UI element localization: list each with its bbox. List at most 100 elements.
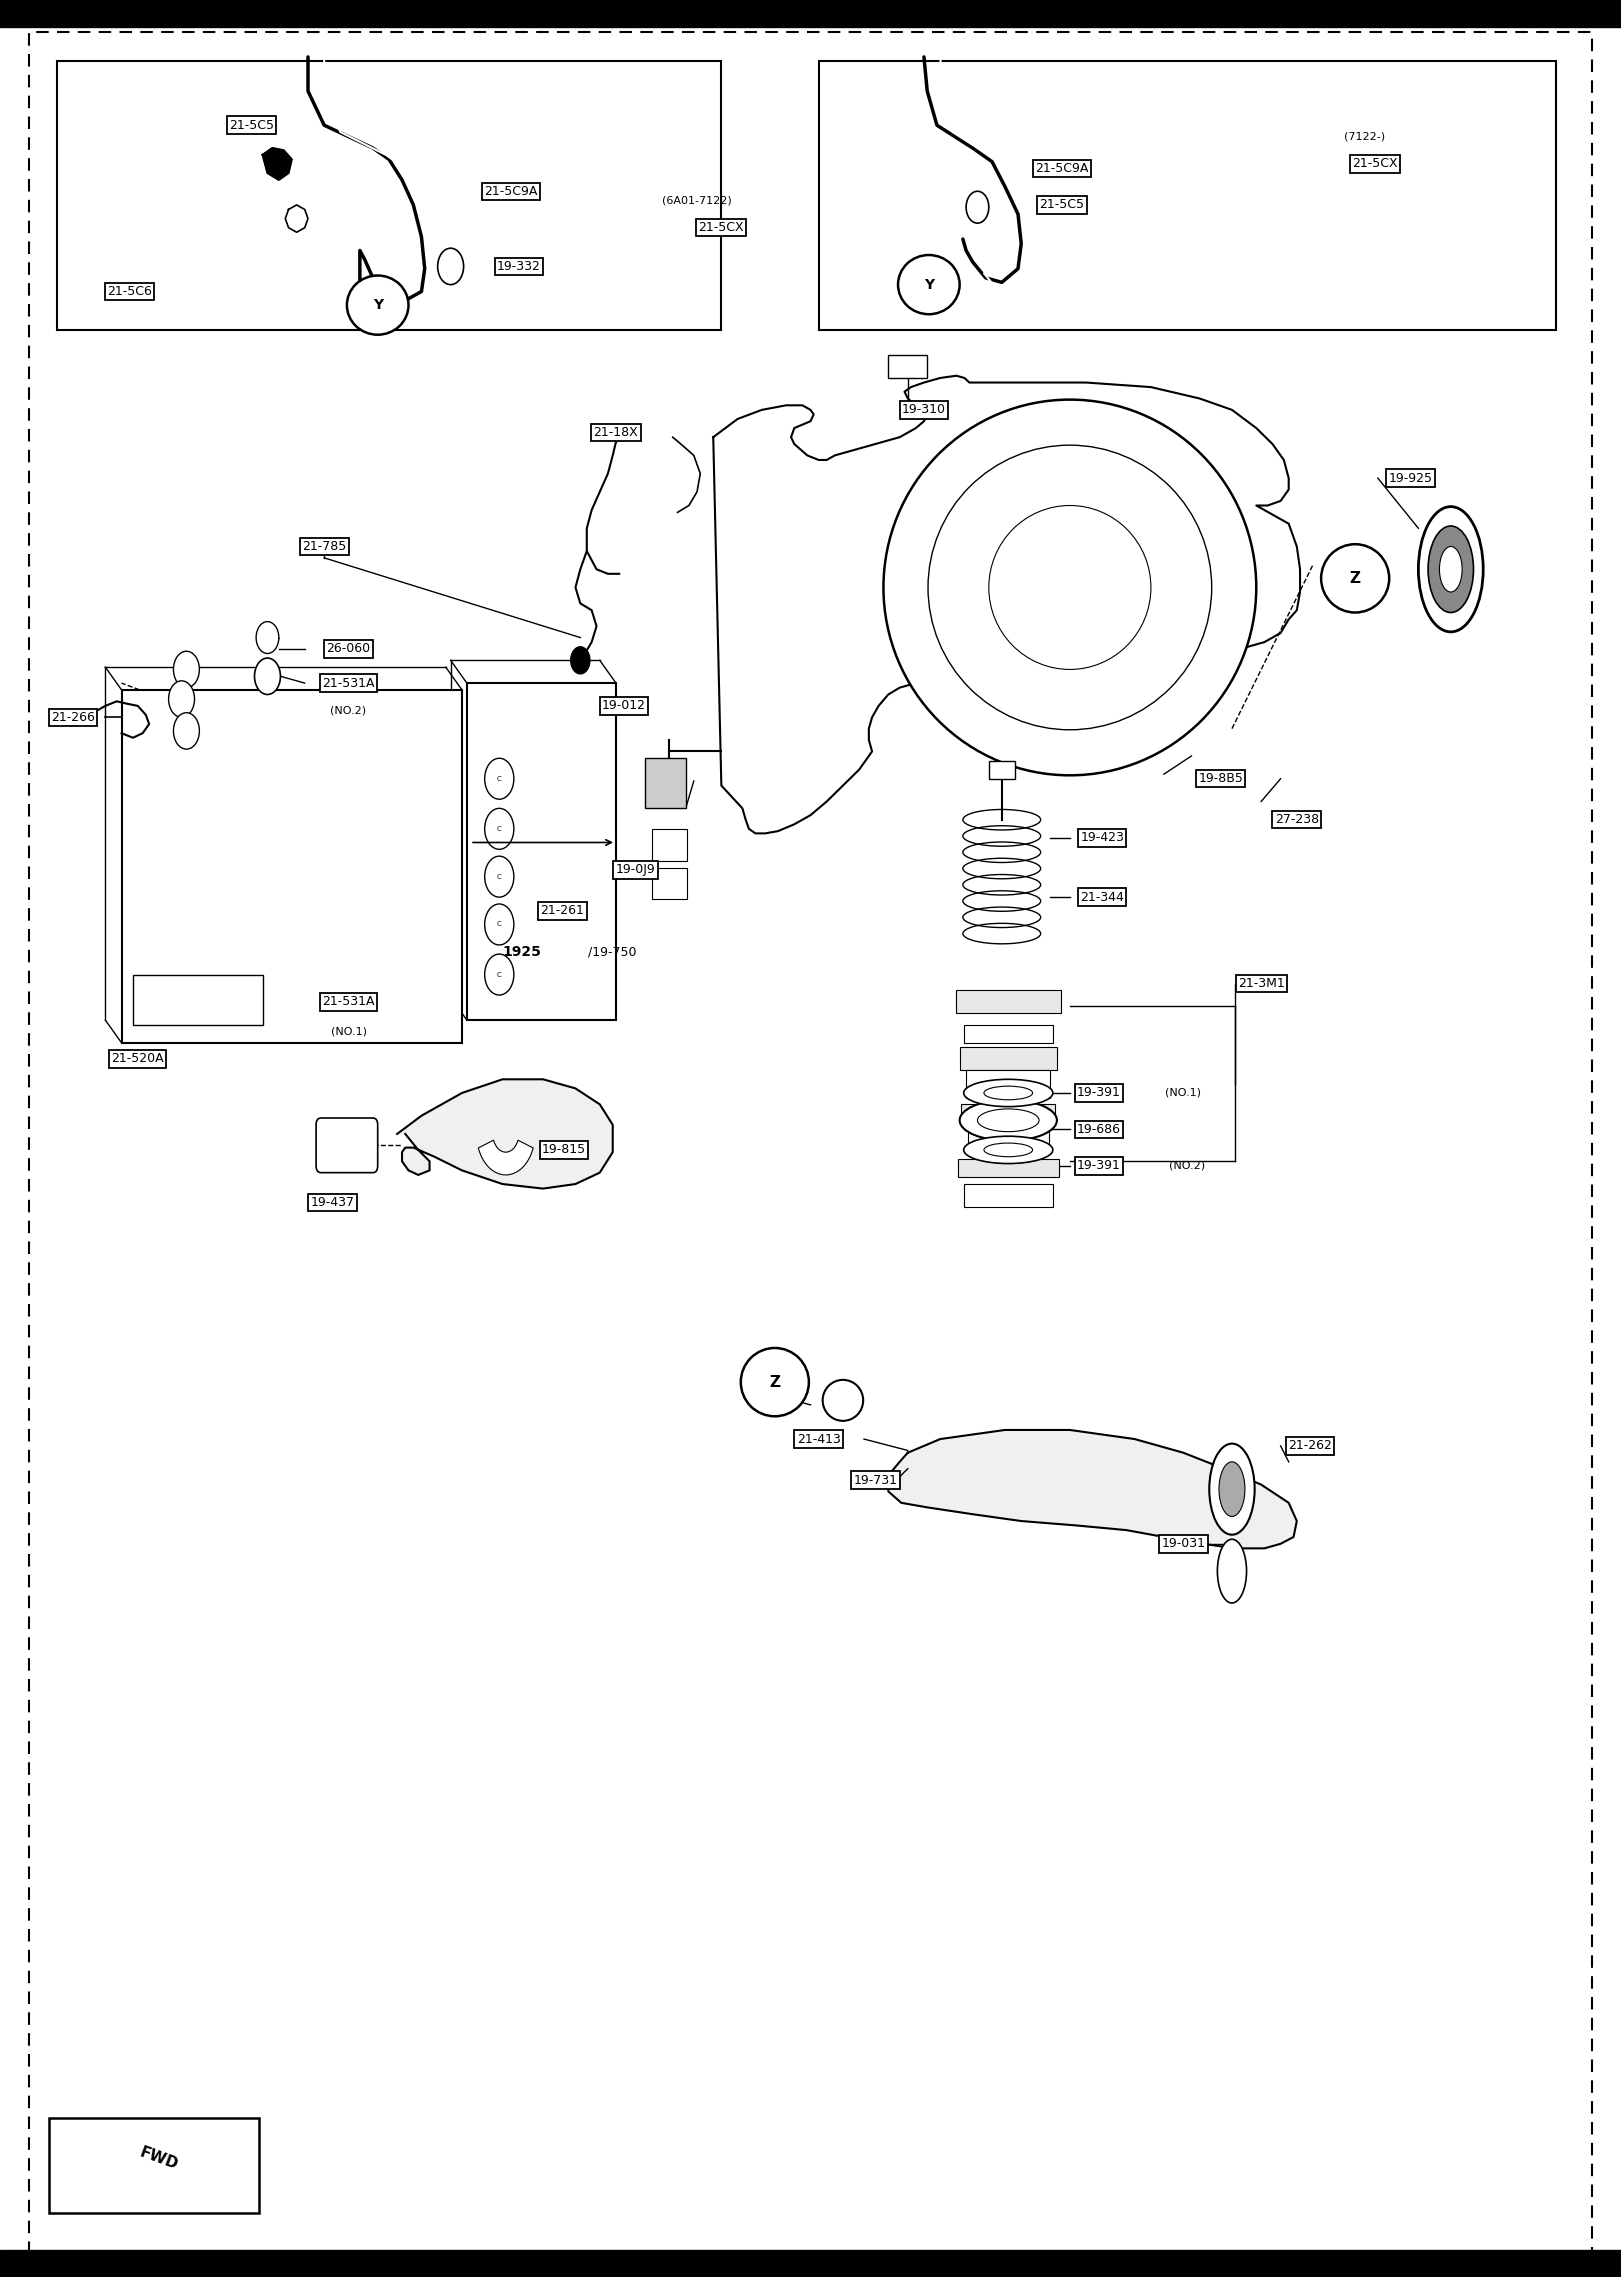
Bar (956, 990, 1062, 1013)
Text: 27-238: 27-238 (1274, 813, 1319, 827)
Ellipse shape (1439, 546, 1462, 592)
Text: 19-437: 19-437 (310, 1195, 355, 1209)
Text: C: C (498, 874, 501, 879)
Ellipse shape (963, 1136, 1052, 1164)
Ellipse shape (1209, 1444, 1255, 1535)
Text: 21-785: 21-785 (302, 540, 347, 553)
Ellipse shape (741, 1348, 809, 1416)
Text: 21-262: 21-262 (1287, 1439, 1332, 1453)
Circle shape (169, 681, 195, 717)
Text: 19-332: 19-332 (496, 260, 541, 273)
Text: 21-520A: 21-520A (112, 1052, 164, 1066)
Circle shape (254, 658, 280, 694)
Text: C: C (498, 776, 501, 781)
Text: 19-925: 19-925 (1388, 471, 1433, 485)
Text: 21-3M1: 21-3M1 (1238, 977, 1284, 990)
Ellipse shape (1428, 526, 1473, 613)
Bar (133, 975, 263, 1025)
Text: Y: Y (924, 278, 934, 291)
Text: 19-310: 19-310 (901, 403, 947, 417)
Bar (966, 1070, 1050, 1098)
Text: (NO.2): (NO.2) (331, 706, 366, 715)
Text: 19-8B5: 19-8B5 (1198, 772, 1243, 786)
Text: 21-344: 21-344 (1080, 890, 1125, 904)
Ellipse shape (977, 1109, 1039, 1132)
Text: (NO.1): (NO.1) (1165, 1088, 1201, 1098)
Text: 19-686: 19-686 (1076, 1123, 1122, 1136)
Text: /19-750: /19-750 (588, 945, 637, 959)
Text: 26-060: 26-060 (326, 642, 371, 656)
Text: 19-731: 19-731 (853, 1473, 898, 1487)
Ellipse shape (1418, 505, 1483, 631)
Text: C: C (498, 972, 501, 977)
Bar (888, 355, 927, 378)
Text: 21-5C5: 21-5C5 (1039, 198, 1084, 212)
Text: 21-531A: 21-531A (323, 676, 374, 690)
Circle shape (173, 651, 199, 688)
Bar (57, 61, 721, 330)
Text: 19-0J9: 19-0J9 (616, 863, 655, 877)
Polygon shape (888, 1430, 1297, 1548)
Text: (6A01-7122): (6A01-7122) (661, 196, 733, 205)
Bar (652, 829, 687, 861)
Bar (968, 1125, 1049, 1150)
Text: 21-261: 21-261 (540, 904, 585, 918)
Bar (963, 1184, 1054, 1207)
Ellipse shape (1321, 544, 1389, 613)
Text: 21-266: 21-266 (50, 710, 96, 724)
Text: 21-5CX: 21-5CX (1352, 157, 1397, 171)
FancyBboxPatch shape (316, 1118, 378, 1173)
Text: 21-5C9A: 21-5C9A (485, 184, 537, 198)
Text: 21-5CX: 21-5CX (699, 221, 744, 235)
Bar (819, 61, 1556, 330)
FancyBboxPatch shape (49, 2118, 259, 2213)
Text: 21-531A: 21-531A (323, 995, 374, 1009)
Circle shape (571, 647, 590, 674)
Bar (963, 1025, 1054, 1043)
Ellipse shape (963, 1079, 1052, 1107)
Text: 19-391: 19-391 (1076, 1086, 1122, 1100)
Text: 21-5C6: 21-5C6 (107, 285, 152, 298)
Wedge shape (478, 1141, 533, 1175)
Ellipse shape (984, 1143, 1033, 1157)
Circle shape (173, 713, 199, 749)
Text: 19-012: 19-012 (601, 699, 647, 713)
Text: 21-5C9A: 21-5C9A (1036, 162, 1088, 175)
Circle shape (966, 191, 989, 223)
Bar (652, 868, 687, 899)
Ellipse shape (883, 401, 1256, 774)
Text: C: C (498, 827, 501, 831)
Text: (NO.1): (NO.1) (331, 1027, 366, 1036)
Ellipse shape (1219, 1462, 1245, 1516)
Text: Z: Z (770, 1375, 780, 1389)
Ellipse shape (898, 255, 960, 314)
Bar (961, 1104, 1055, 1125)
Ellipse shape (960, 1100, 1057, 1141)
Text: 21-413: 21-413 (796, 1432, 841, 1446)
Bar (960, 1047, 1057, 1070)
Text: (NO.2): (NO.2) (1169, 1161, 1204, 1170)
Text: FWD: FWD (138, 2145, 180, 2172)
Text: 21-5C5: 21-5C5 (229, 118, 274, 132)
Bar (122, 690, 462, 1043)
Text: C: C (498, 922, 501, 927)
Circle shape (256, 622, 279, 653)
Ellipse shape (984, 1086, 1033, 1100)
Text: 19-423: 19-423 (1080, 831, 1125, 845)
Ellipse shape (347, 276, 408, 335)
Text: 19-391: 19-391 (1076, 1159, 1122, 1173)
Bar (0, 0, 1621, 27)
Bar (467, 683, 616, 1020)
Text: 19-031: 19-031 (1161, 1537, 1206, 1551)
Text: 21-18X: 21-18X (593, 426, 639, 439)
Text: 1925: 1925 (503, 945, 541, 959)
Bar (958, 1159, 1059, 1177)
Text: 19-815: 19-815 (541, 1143, 587, 1157)
Bar (989, 761, 1015, 779)
Bar (645, 758, 686, 808)
Bar (0, 2250, 1621, 2277)
Polygon shape (397, 1079, 613, 1189)
Circle shape (438, 248, 464, 285)
Text: Z: Z (1350, 572, 1360, 585)
Text: (7122-): (7122-) (1344, 132, 1386, 141)
